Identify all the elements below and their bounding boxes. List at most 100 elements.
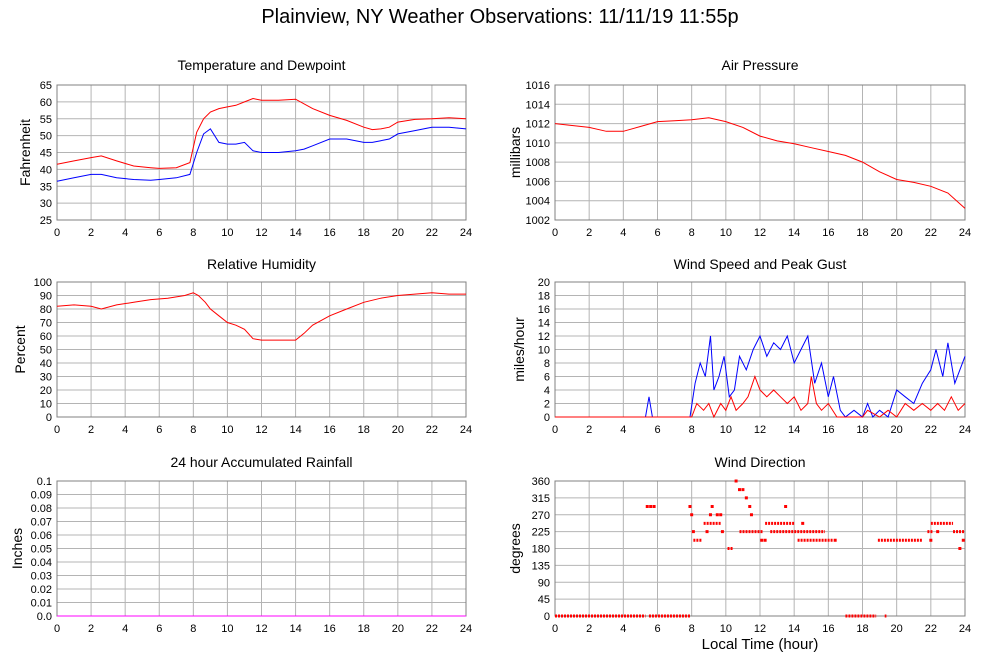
y-tick-label: 60 [40,331,52,343]
y-tick-label: 20 [538,277,550,289]
x-tick-label: 4 [122,424,128,436]
y-tick-label: 55 [40,114,52,126]
plot-border [554,281,966,418]
x-tick-label: 16 [324,227,336,239]
y-tick-label: 1004 [526,196,550,208]
x-tick-label: 10 [720,227,732,239]
series-line-2 [555,375,966,419]
y-tick-label: 360 [532,476,550,488]
x-tick-label: 12 [754,227,766,239]
x-tick-label: 6 [156,227,162,239]
x-tick-label: 12 [255,227,267,239]
y-tick-label: 0.05 [31,544,52,556]
y-axis-label: Inches [9,528,25,569]
x-tick-label: 8 [190,227,196,239]
y-tick-label: 315 [532,493,550,505]
x-tick-label: 18 [358,227,370,239]
x-tick-label: 24 [460,424,472,436]
direction-point [833,538,837,542]
x-tick-label: 14 [788,424,800,436]
direction-point [801,521,805,525]
y-tick-label: 8 [544,358,550,370]
y-tick-label: 0 [46,412,52,424]
x-tick-label: 16 [324,424,336,436]
y-tick-label: 0.04 [31,557,52,569]
y-tick-label: 1006 [526,176,550,188]
x-tick-label: 8 [689,424,695,436]
x-tick-label: 18 [856,227,868,239]
y-tick-label: 35 [40,181,52,193]
x-tick-label: 2 [88,227,94,239]
y-tick-label: 0.01 [31,598,52,610]
y-tick-label: 50 [40,131,52,143]
x-tick-label: 4 [620,623,626,635]
plot-border [554,480,966,617]
y-tick-label: 1014 [526,99,550,111]
y-tick-label: 0.06 [31,530,52,542]
x-tick-label: 6 [654,623,660,635]
y-tick-label: 0.0 [37,611,52,623]
direction-point [720,530,724,534]
y-tick-label: 10 [40,399,52,411]
chart-title: Wind Speed and Peak Gust [674,256,847,272]
y-tick-label: 270 [532,510,550,522]
x-tick-label: 4 [122,227,128,239]
x-tick-label: 2 [586,227,592,239]
direction-point [958,547,962,550]
direction-point [734,479,738,483]
direction-point [936,530,940,534]
y-tick-label: 20 [40,385,52,397]
y-tick-label: 30 [40,198,52,210]
x-tick-label: 12 [255,424,267,436]
x-tick-label: 8 [190,424,196,436]
x-tick-label: 18 [856,424,868,436]
y-tick-label: 1002 [526,215,550,227]
page-title: Plainview, NY Weather Observations: 11/1… [261,6,739,28]
y-axis-label: degrees [507,523,523,574]
x-tick-label: 12 [754,623,766,635]
x-tick-label: 10 [720,424,732,436]
y-tick-label: 80 [40,304,52,316]
y-axis-label: Percent [12,325,28,373]
y-tick-label: 14 [538,318,550,330]
x-tick-label: 16 [822,227,834,239]
series-line-1 [554,117,966,209]
x-tick-label: 2 [88,623,94,635]
direction-point [710,505,714,508]
x-tick-label: 24 [959,424,971,436]
x-tick-label: 14 [788,623,800,635]
y-tick-label: 10 [538,345,550,357]
x-tick-label: 10 [221,623,233,635]
x-tick-label: 0 [552,424,558,436]
direction-point [760,538,764,542]
y-tick-label: 0.07 [31,517,52,529]
y-tick-label: 30 [40,372,52,384]
x-tick-label: 24 [959,227,971,239]
y-tick-label: 0.02 [31,584,52,596]
direction-point [645,505,649,508]
x-tick-label: 8 [689,623,695,635]
y-tick-label: 0.03 [31,571,52,583]
y-tick-label: 1016 [526,80,550,92]
direction-point [688,505,692,508]
y-tick-label: 90 [40,291,52,303]
x-tick-label: 18 [856,623,868,635]
x-tick-label: 22 [925,227,937,239]
direction-point [929,538,933,542]
y-tick-label: 2 [544,399,550,411]
chart-title: Relative Humidity [207,256,316,272]
series-line-1 [555,334,966,418]
chart-title: Wind Direction [714,454,805,470]
plot-border [56,84,467,221]
x-tick-label: 8 [689,227,695,239]
y-tick-label: 16 [538,304,550,316]
direction-point [961,538,965,542]
direction-point [763,538,767,542]
x-tick-label: 14 [289,623,301,635]
x-tick-label: 10 [221,227,233,239]
direction-point [708,513,712,517]
x-tick-label: 22 [925,424,937,436]
